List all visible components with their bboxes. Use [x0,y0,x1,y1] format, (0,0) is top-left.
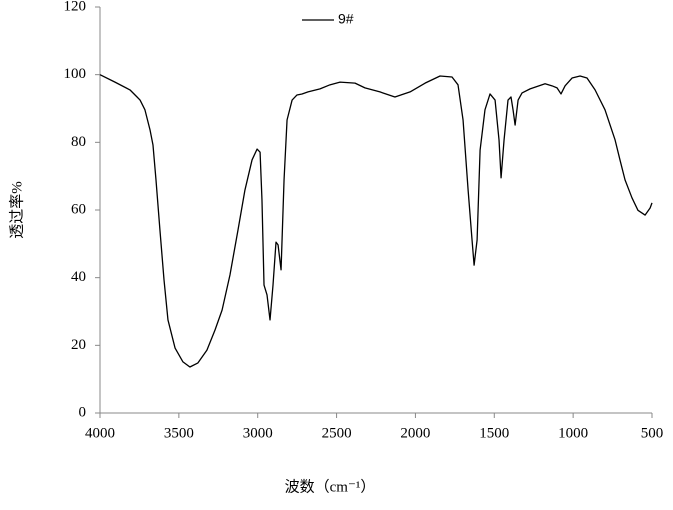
x-tick-label: 1500 [479,425,509,441]
x-axis-label: 波数（cm⁻¹） [285,478,376,495]
y-tick-label: 80 [71,134,86,150]
x-tick-label: 500 [641,425,664,441]
x-tick-label: 1000 [558,425,588,441]
y-tick-label: 0 [79,404,87,420]
y-tick-label: 40 [71,269,86,285]
x-tick-label: 2000 [400,425,430,441]
x-tick-label: 4000 [85,425,115,441]
y-tick-label: 20 [71,337,86,353]
x-tick-label: 2500 [322,425,352,441]
legend-label: 9# [338,11,354,27]
y-axis-label: 透过率% [8,181,25,239]
y-tick-label: 100 [64,66,87,82]
x-tick-label: 3000 [243,425,273,441]
y-tick-label: 120 [64,0,87,14]
y-tick-label: 60 [71,201,86,217]
spectrum-line [99,74,653,368]
x-tick-label: 3500 [164,425,194,441]
